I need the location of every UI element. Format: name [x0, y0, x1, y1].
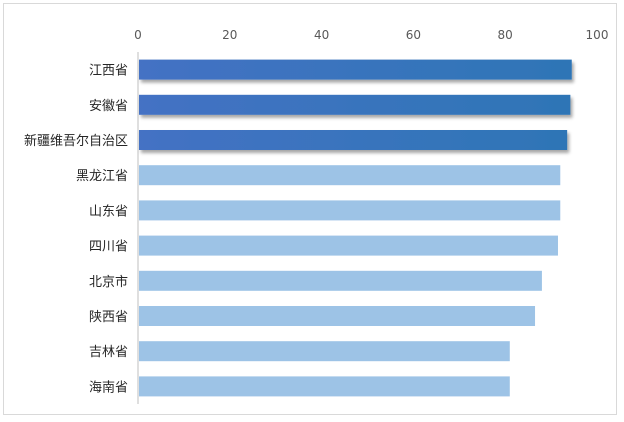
category-label: 山东省	[89, 204, 128, 219]
bar	[139, 59, 572, 80]
category-label: 陕西省	[89, 310, 128, 325]
x-tick-label: 80	[498, 28, 513, 42]
x-tick-label: 0	[134, 28, 142, 42]
bar	[139, 376, 510, 397]
x-tick-label: 100	[586, 28, 609, 42]
category-label: 海南省	[89, 379, 128, 395]
bar	[139, 130, 568, 150]
x-tick-label: 40	[314, 28, 329, 42]
category-label: 北京市	[89, 274, 128, 290]
bar	[139, 306, 536, 326]
x-tick-label: 20	[222, 28, 237, 42]
category-label: 黑龙江省	[76, 169, 128, 184]
category-label: 新疆维吾尔自治区	[24, 133, 128, 149]
category-label: 安徽省	[89, 99, 128, 114]
category-label: 四川省	[89, 240, 128, 255]
bar	[139, 341, 510, 362]
bar	[139, 165, 561, 186]
bar	[139, 270, 542, 291]
bar	[139, 235, 558, 256]
x-tick-label: 60	[406, 28, 421, 42]
bar	[139, 94, 571, 115]
bar	[139, 200, 561, 221]
category-label: 吉林省	[89, 345, 128, 360]
category-label: 江西省	[89, 64, 128, 79]
